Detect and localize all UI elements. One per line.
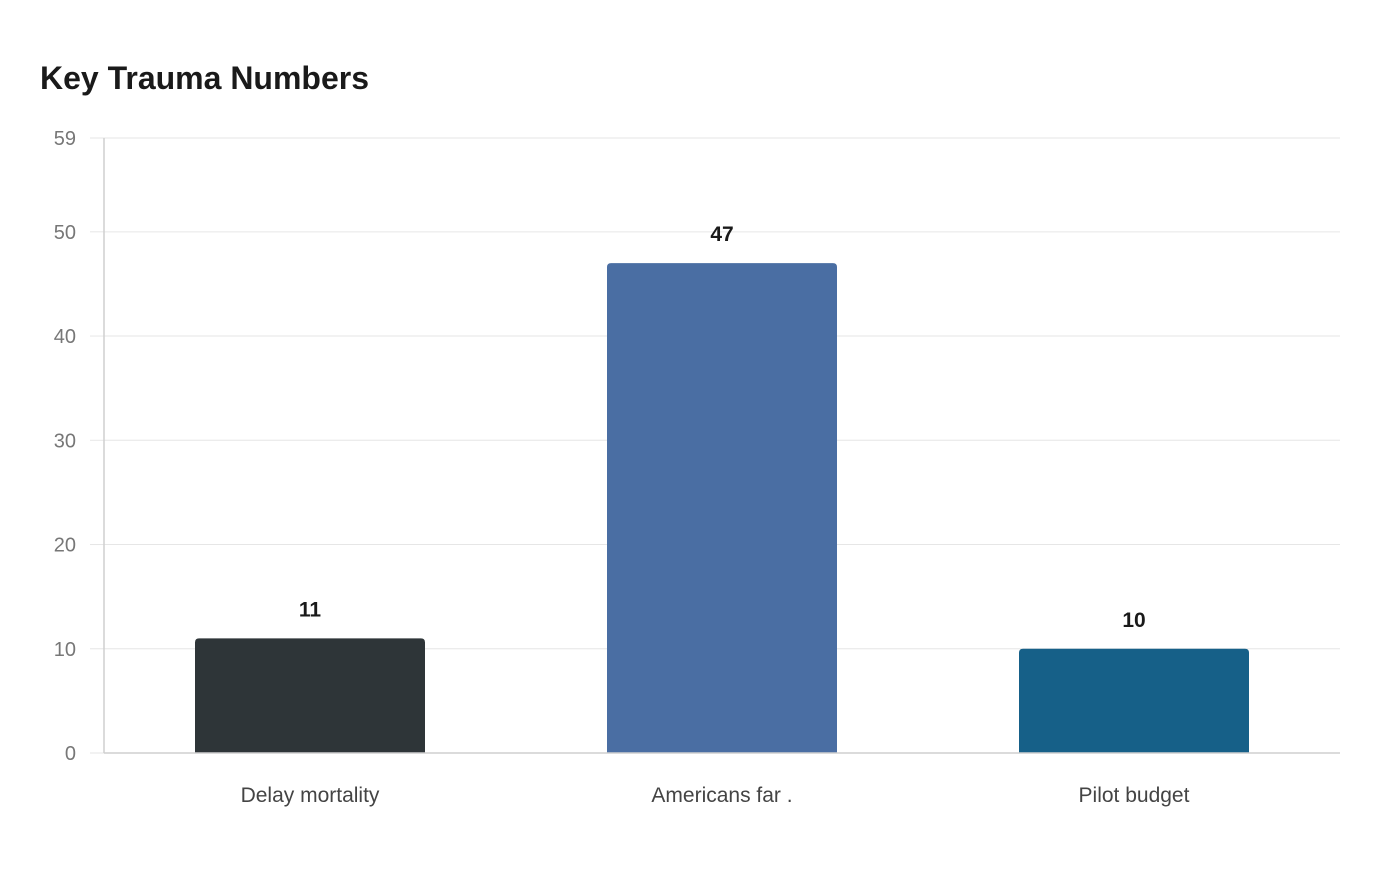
x-tick-label: Pilot budget: [1079, 784, 1190, 807]
x-axis-ticks: Delay mortality Americans far . Pilot budg…: [241, 784, 1190, 807]
y-tick-label: 10: [54, 639, 76, 661]
data-labels: 11 47 10: [299, 223, 1146, 632]
chart-title: Key Trauma Numbers: [40, 60, 370, 96]
bar-pilot-budget: [1019, 648, 1249, 753]
y-tick-label: 0: [65, 743, 76, 765]
y-axis-ticks: 0 10 20 30 40 50 59: [54, 128, 76, 765]
bar-americans-far: [607, 263, 837, 753]
x-tick-label: Delay mortality: [241, 784, 380, 807]
y-tick-label: 59: [54, 128, 76, 150]
x-tick-label: Americans far .: [651, 784, 792, 807]
y-tick-label: 40: [54, 326, 76, 348]
y-tick-label: 20: [54, 535, 76, 557]
y-tick-label: 50: [54, 222, 76, 244]
data-label: 10: [1122, 609, 1145, 632]
data-label: 11: [299, 598, 322, 621]
bar-delay-mortality: [195, 638, 425, 753]
data-label: 47: [710, 223, 733, 246]
bars: [195, 263, 1249, 753]
axes: [103, 138, 1340, 754]
y-tick-label: 30: [54, 430, 76, 452]
